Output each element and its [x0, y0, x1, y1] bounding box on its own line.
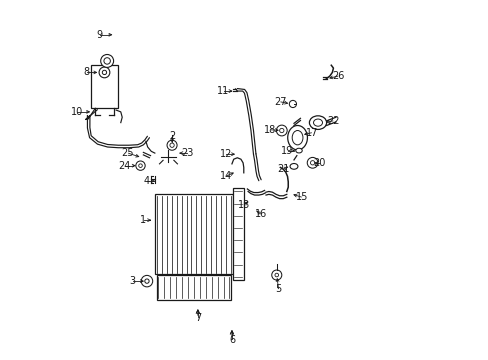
Text: 15: 15 [295, 192, 307, 202]
Text: 14: 14 [219, 171, 231, 181]
Text: 21: 21 [277, 164, 289, 174]
Circle shape [306, 157, 317, 168]
Circle shape [101, 54, 113, 67]
Circle shape [141, 275, 152, 287]
Text: 13: 13 [237, 200, 249, 210]
Text: 5: 5 [275, 284, 281, 294]
Text: 12: 12 [219, 149, 232, 159]
Text: 20: 20 [313, 158, 325, 168]
Text: 4: 4 [143, 176, 150, 186]
Circle shape [139, 164, 142, 167]
Circle shape [102, 70, 106, 75]
Text: 17: 17 [305, 128, 318, 138]
Text: 26: 26 [331, 71, 344, 81]
Circle shape [271, 270, 281, 280]
Text: 8: 8 [83, 67, 89, 77]
Text: 3: 3 [129, 276, 135, 286]
Text: 1: 1 [140, 215, 146, 225]
Text: 23: 23 [181, 148, 193, 158]
Text: 25: 25 [122, 148, 134, 158]
Circle shape [104, 58, 110, 64]
Circle shape [167, 140, 177, 150]
Circle shape [274, 273, 278, 277]
Bar [155, 194, 233, 274]
Circle shape [169, 143, 174, 147]
Text: 24: 24 [118, 161, 130, 171]
Text: 22: 22 [326, 116, 339, 126]
Text: 16: 16 [254, 209, 266, 219]
Bar [233, 188, 244, 280]
Circle shape [276, 125, 286, 136]
Ellipse shape [295, 148, 302, 153]
Ellipse shape [289, 163, 297, 169]
Text: 2: 2 [168, 131, 175, 141]
Bar [156, 275, 231, 300]
Circle shape [99, 67, 110, 78]
Circle shape [144, 279, 149, 283]
Bar [91, 65, 118, 108]
Ellipse shape [309, 116, 326, 130]
Text: 6: 6 [228, 334, 235, 345]
Ellipse shape [287, 126, 307, 150]
Text: 10: 10 [70, 107, 82, 117]
Text: 9: 9 [96, 30, 102, 40]
Text: 19: 19 [281, 145, 293, 156]
Ellipse shape [292, 131, 303, 145]
Text: 27: 27 [274, 97, 286, 107]
Text: 11: 11 [216, 86, 229, 96]
Circle shape [279, 129, 284, 133]
Text: 18: 18 [264, 125, 276, 135]
Circle shape [289, 100, 296, 108]
Circle shape [136, 161, 145, 170]
Text: 7: 7 [194, 313, 201, 323]
Circle shape [310, 161, 314, 165]
Ellipse shape [313, 119, 322, 126]
